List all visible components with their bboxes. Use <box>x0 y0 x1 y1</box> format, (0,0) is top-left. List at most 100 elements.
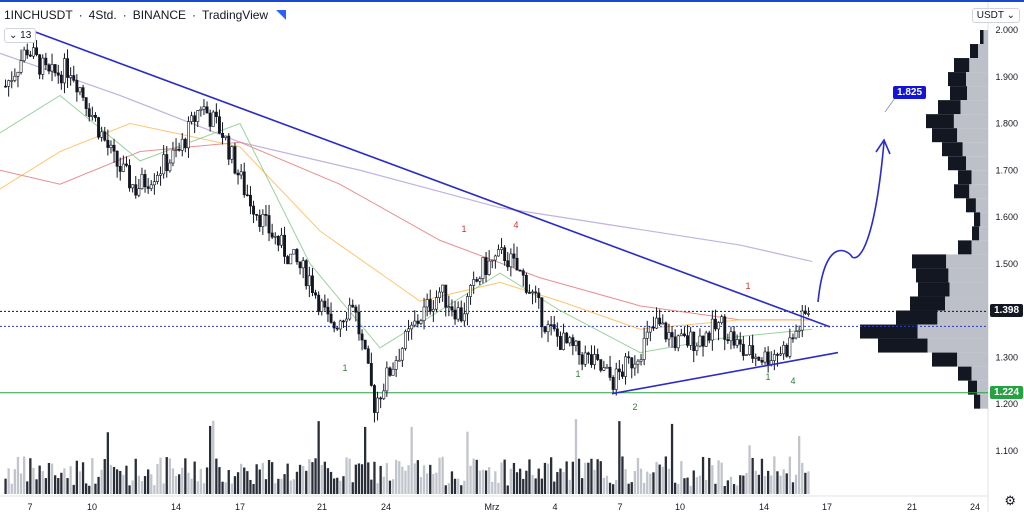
volume-bar <box>364 426 367 494</box>
candle-body <box>407 328 410 332</box>
volume-bar <box>156 464 159 494</box>
candle-body <box>729 331 733 342</box>
candle-body <box>571 337 575 347</box>
volume-bar <box>630 482 633 494</box>
volume-bar <box>528 459 531 494</box>
volume-bar <box>26 481 29 494</box>
volume-profile-bar <box>942 142 963 157</box>
indicator-toggle[interactable]: ⌄ 13 <box>4 28 37 43</box>
volume-bar <box>354 464 357 494</box>
interval-label[interactable]: 4Std. <box>88 8 117 22</box>
volume-bar <box>178 474 181 494</box>
candle-body <box>782 344 786 355</box>
volume-profile-bar <box>912 254 947 269</box>
candle-body <box>177 149 181 151</box>
volume-bar <box>435 472 438 494</box>
candle-body <box>298 261 302 269</box>
wave-label-green: 1 <box>765 372 770 382</box>
volume-bar <box>379 465 382 494</box>
candle-body <box>456 307 460 320</box>
candle-body <box>661 322 665 325</box>
volume-bar <box>44 478 47 494</box>
volume-bar <box>91 458 94 494</box>
volume-profile-bar <box>966 72 988 87</box>
currency-selector[interactable]: USDT ⌄ <box>971 8 1020 23</box>
volume-profile-bar <box>918 282 950 297</box>
volume-bar <box>512 462 516 494</box>
candle-body <box>453 309 457 320</box>
candle-body <box>348 304 352 320</box>
candle-body <box>53 64 57 74</box>
volume-bar <box>416 460 419 494</box>
volume-bar <box>581 478 584 494</box>
volume-bar <box>261 463 264 494</box>
price-tick-label: 1.200 <box>995 399 1018 409</box>
volume-bar <box>236 472 240 494</box>
volume-profile-bar <box>969 184 988 199</box>
chevron-down-icon: ⌄ <box>1006 10 1015 21</box>
support-price-tag: 1.224 <box>990 385 1024 399</box>
volume-bar <box>689 485 692 494</box>
volume-profile-bar <box>972 226 980 241</box>
candle-body <box>627 356 631 359</box>
candle-body <box>546 324 550 333</box>
candle-body <box>159 173 162 176</box>
volume-bar <box>398 461 401 494</box>
volume-bar <box>426 473 429 494</box>
candle-body <box>196 110 200 122</box>
volume-bar <box>596 459 599 494</box>
candle-body <box>149 184 153 189</box>
candle-body <box>351 304 355 308</box>
volume-bar <box>522 478 525 494</box>
target-price-label[interactable]: 1.825 <box>893 86 927 99</box>
candle-body <box>382 390 386 399</box>
volume-bar <box>565 461 568 494</box>
volume-bar <box>60 472 63 494</box>
candle-body <box>103 131 107 141</box>
candle-body <box>7 80 11 87</box>
candle-body <box>121 163 125 172</box>
volume-profile-bar <box>967 86 988 101</box>
volume-profile-bar <box>916 268 949 283</box>
volume-bar <box>807 471 810 494</box>
volume-bar <box>196 481 199 494</box>
candle-body <box>47 64 51 72</box>
volume-bar <box>54 475 57 494</box>
candle-body <box>447 306 451 308</box>
candle-body <box>751 345 755 359</box>
volume-bar <box>81 462 85 494</box>
symbol-header[interactable]: 1INCHUSDT · 4Std. · BINANCE · TradingVie… <box>4 8 287 22</box>
volume-bar <box>754 470 757 494</box>
volume-bar <box>767 470 770 494</box>
price-tick-label: 1.100 <box>995 446 1018 456</box>
candle-body <box>286 256 290 265</box>
candle-body <box>354 306 358 313</box>
volume-bar <box>10 483 13 494</box>
volume-bar <box>717 460 720 494</box>
volume-bar <box>658 464 661 494</box>
candle-body <box>211 111 215 127</box>
candle-body <box>385 367 389 392</box>
volume-bar <box>627 483 630 494</box>
symbol-name[interactable]: 1INCHUSDT <box>4 8 73 22</box>
volume-bar <box>537 468 540 494</box>
candle-body <box>710 318 714 341</box>
candle-body <box>279 234 283 246</box>
volume-bar <box>633 471 636 494</box>
volume-bar <box>4 478 7 494</box>
volume-bar <box>274 483 277 494</box>
volume-bar <box>500 462 503 494</box>
volume-bar <box>174 475 178 494</box>
volume-bar <box>599 461 602 494</box>
gear-icon[interactable]: ⚙ <box>1004 493 1016 508</box>
volume-bar <box>305 470 308 494</box>
volume-profile-bar <box>971 240 988 255</box>
wave-label-green: 1 <box>342 363 347 373</box>
volume-bar <box>342 476 345 494</box>
candle-body <box>763 351 767 363</box>
volume-profile-bar <box>896 310 938 325</box>
volume-profile-bar <box>948 268 988 283</box>
price-tick-label: 1.800 <box>995 119 1018 129</box>
volume-bar <box>705 479 708 494</box>
